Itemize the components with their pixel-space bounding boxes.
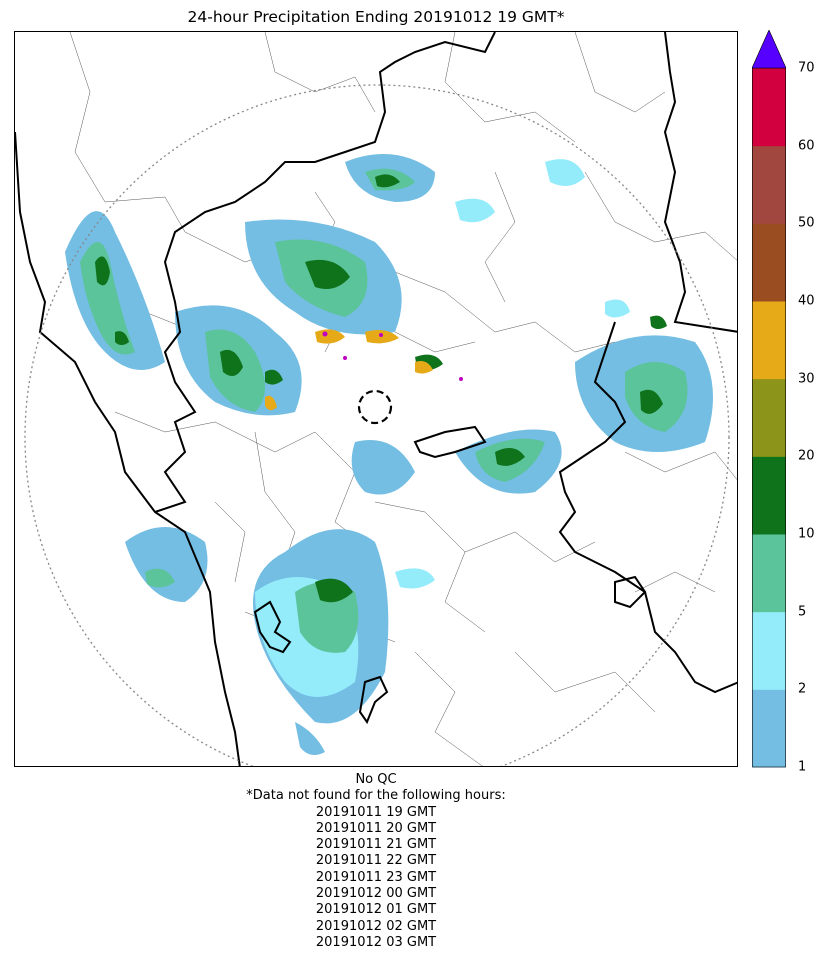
colorbar-svg [751,29,787,768]
missing-hour: 20191012 03 GMT [315,934,437,950]
colorbar-segment [752,223,786,302]
colorbar-tick-label: 60 [798,138,815,154]
colorbar-segment [752,689,786,768]
range-ring [24,84,730,766]
missing-hour: 20191011 22 GMT [315,853,437,869]
colorbar-tick-label: 2 [798,681,807,697]
radar-map [14,31,738,767]
colorbar-extend-arrow [751,29,787,69]
colorbar-tick-label: 30 [798,371,815,387]
map-title: 24-hour Precipitation Ending 20191012 19… [187,8,565,26]
qc-status: No QC [355,772,397,787]
colorbar-tick-label: 50 [798,215,815,231]
missing-data-note: *Data not found for the following hours: [246,788,506,804]
colorbar-tick-label: 20 [798,448,815,464]
colorbar-tick-label: 5 [798,604,807,620]
missing-hour: 20191011 19 GMT [315,804,437,820]
colorbar-segment [752,534,786,613]
missing-hour: 20191012 02 GMT [315,918,437,934]
precip-light [65,154,713,756]
colorbar-segment [752,456,786,535]
map-canvas [15,32,737,766]
colorbar-tick-label: 1 [798,759,807,775]
missing-hour: 20191011 20 GMT [315,820,437,836]
radar-marker [357,389,393,425]
colorbar-segment [752,378,786,457]
state-boundaries [15,32,737,766]
precip-dark [95,174,667,603]
missing-hour: 20191011 23 GMT [315,869,437,885]
missing-hour: 20191011 21 GMT [315,837,437,853]
colorbar-segment [752,145,786,224]
precip-extreme [322,331,463,381]
missing-hour: 20191012 01 GMT [315,902,437,918]
colorbar-tick-label: 10 [798,526,815,542]
colorbar-segment [752,301,786,380]
colorbar-tick-label: 40 [798,293,815,309]
colorbar-segment [752,611,786,690]
missing-hour: 20191012 00 GMT [315,886,437,902]
colorbar-segment [752,68,786,147]
colorbar-tick-label: 70 [798,60,815,76]
colorbar [751,29,787,768]
footer-notes: No QC *Data not found for the following … [14,772,738,951]
